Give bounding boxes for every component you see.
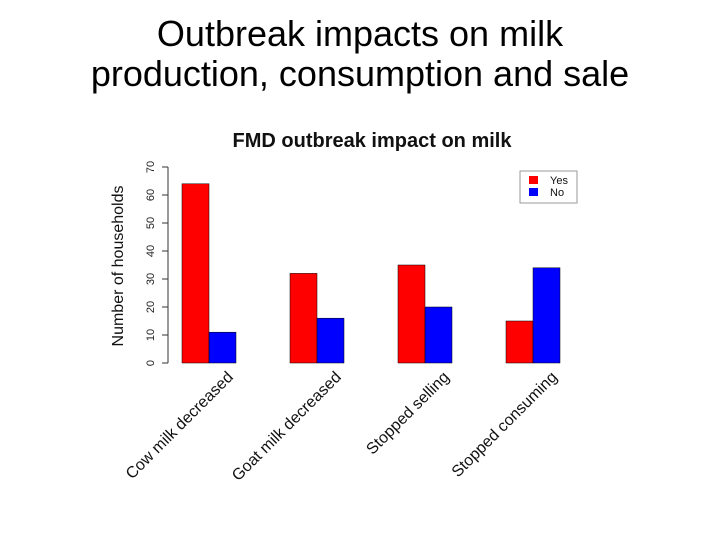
category-label: Stopped consuming	[449, 369, 561, 481]
category-label: Stopped selling	[363, 369, 452, 458]
y-axis-label: Number of households	[110, 186, 127, 347]
bar-no	[208, 331, 237, 364]
bar-no	[532, 267, 561, 364]
y-tick-label: 50	[145, 217, 157, 229]
bar-no	[316, 317, 345, 364]
y-tick-label: 40	[145, 245, 157, 257]
slide-title-line-1: Outbreak impacts on milk	[156, 13, 564, 54]
chart-title: FMD outbreak impact on milk	[233, 130, 513, 152]
bar-yes	[181, 183, 210, 364]
legend-swatch-no	[529, 188, 538, 196]
y-tick-label: 20	[145, 301, 157, 313]
y-tick-label: 30	[145, 273, 157, 285]
bars	[181, 183, 561, 364]
y-axis: 0 10 20 30 40 50 60 70	[145, 161, 169, 366]
y-tick-label: 70	[145, 161, 157, 173]
y-tick-label: 0	[145, 360, 157, 366]
legend-label-no: No	[550, 187, 564, 199]
legend-label-yes: Yes	[550, 175, 568, 187]
bar-yes	[289, 273, 318, 364]
category-label: Cow milk decreased	[123, 369, 237, 483]
y-tick-label: 60	[145, 189, 157, 201]
slide-title-line-2: production, consumption and sale	[90, 53, 630, 94]
legend-box	[519, 170, 578, 204]
slide-title: Outbreak impacts on milk production, con…	[0, 14, 720, 94]
y-tick-label: 10	[145, 329, 157, 341]
bar-yes	[505, 320, 534, 364]
category-label: Goat milk decreased	[229, 369, 345, 485]
bar-no	[424, 306, 453, 364]
legend-swatch-yes	[529, 176, 538, 184]
bar-yes	[397, 264, 426, 364]
